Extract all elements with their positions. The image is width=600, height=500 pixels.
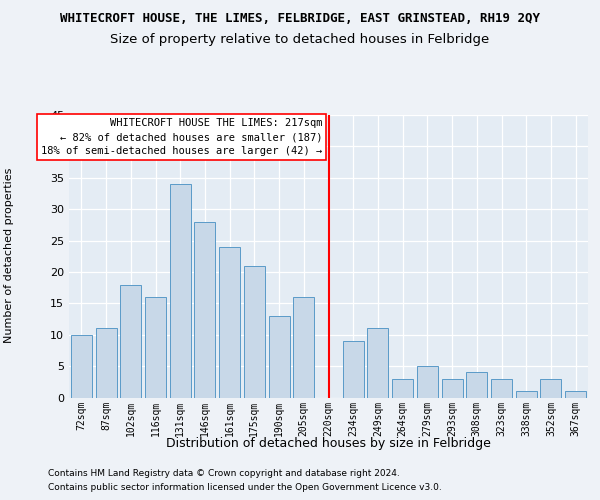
Bar bbox=[170, 184, 191, 398]
Bar bbox=[95, 328, 116, 398]
Bar bbox=[541, 378, 562, 398]
Bar bbox=[442, 378, 463, 398]
Bar bbox=[219, 247, 240, 398]
Bar bbox=[565, 391, 586, 398]
Text: Size of property relative to detached houses in Felbridge: Size of property relative to detached ho… bbox=[110, 32, 490, 46]
Text: WHITECROFT HOUSE, THE LIMES, FELBRIDGE, EAST GRINSTEAD, RH19 2QY: WHITECROFT HOUSE, THE LIMES, FELBRIDGE, … bbox=[60, 12, 540, 26]
Bar bbox=[367, 328, 388, 398]
Bar bbox=[120, 284, 141, 398]
Bar bbox=[466, 372, 487, 398]
Text: Contains HM Land Registry data © Crown copyright and database right 2024.: Contains HM Land Registry data © Crown c… bbox=[48, 469, 400, 478]
Text: Contains public sector information licensed under the Open Government Licence v3: Contains public sector information licen… bbox=[48, 483, 442, 492]
Bar bbox=[516, 391, 537, 398]
Text: Number of detached properties: Number of detached properties bbox=[4, 168, 14, 342]
Bar bbox=[293, 297, 314, 398]
Bar bbox=[392, 378, 413, 398]
Bar bbox=[417, 366, 438, 398]
Text: Distribution of detached houses by size in Felbridge: Distribution of detached houses by size … bbox=[166, 438, 491, 450]
Text: WHITECROFT HOUSE THE LIMES: 217sqm
← 82% of detached houses are smaller (187)
18: WHITECROFT HOUSE THE LIMES: 217sqm ← 82%… bbox=[41, 118, 322, 156]
Bar bbox=[244, 266, 265, 398]
Bar bbox=[269, 316, 290, 398]
Bar bbox=[145, 297, 166, 398]
Bar bbox=[491, 378, 512, 398]
Bar bbox=[71, 334, 92, 398]
Bar bbox=[194, 222, 215, 398]
Bar bbox=[343, 341, 364, 398]
